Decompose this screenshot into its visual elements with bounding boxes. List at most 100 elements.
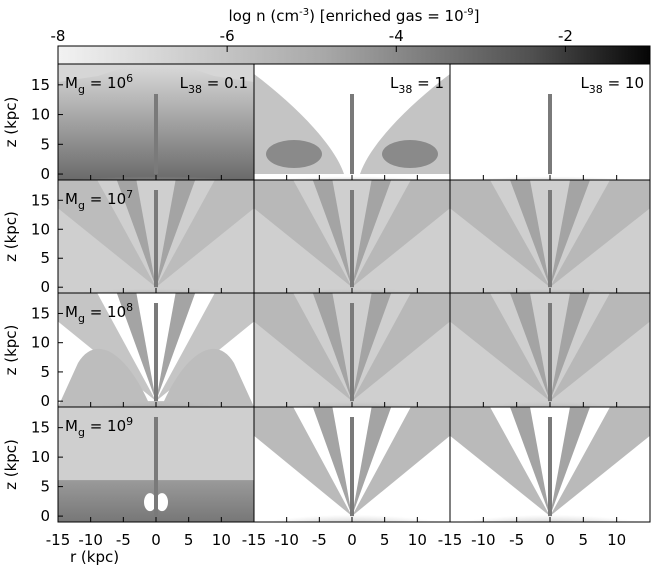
x-tick-label: 0 bbox=[347, 531, 357, 549]
central-jet bbox=[350, 417, 354, 517]
panel-grid: 0 5 10 15 Mg = 106 L38 = 0.1 L38 = 1 L38 = 10 0 5… bbox=[31, 63, 651, 525]
wind-cone-right bbox=[352, 180, 450, 288]
density-map bbox=[58, 64, 254, 180]
panel-r0-c0: 0 5 10 15 Mg = 106 L38 = 0.1 bbox=[31, 63, 255, 183]
y-tick-label: 5 bbox=[40, 478, 50, 496]
filament bbox=[352, 180, 392, 288]
central-jet bbox=[154, 303, 158, 402]
x-tick-label: 5 bbox=[380, 531, 390, 549]
filament bbox=[352, 293, 392, 402]
density-map bbox=[254, 180, 450, 293]
central-jet bbox=[350, 190, 354, 288]
panel-r2-c1 bbox=[253, 292, 451, 408]
wind-cone-left bbox=[450, 293, 550, 402]
y-tick-label: 10 bbox=[31, 334, 50, 352]
y-tick-label: 15 bbox=[31, 304, 50, 322]
row-label: Mg = 106 bbox=[65, 72, 133, 96]
x-tick-label: 5 bbox=[579, 531, 589, 549]
y-tick-label: 0 bbox=[40, 278, 50, 296]
y-tick-label: 0 bbox=[40, 392, 50, 410]
colorbar-tick-label: -4 bbox=[389, 27, 404, 45]
y-axis-label: z (kpc) bbox=[2, 325, 20, 376]
density-map bbox=[58, 180, 254, 293]
x-tick-label: -15 bbox=[242, 531, 267, 549]
panel-r1-c2 bbox=[449, 179, 651, 294]
colorbar-tick-label: -2 bbox=[558, 27, 573, 45]
x-tick-label: -5 bbox=[312, 531, 327, 549]
central-jet bbox=[154, 417, 158, 517]
density-map bbox=[254, 407, 450, 522]
panel-r2-c2 bbox=[449, 292, 651, 408]
shell-left bbox=[266, 140, 322, 169]
filament bbox=[156, 293, 196, 402]
wind-cone-left bbox=[450, 180, 550, 288]
x-tick-label: 10 bbox=[408, 531, 427, 549]
filament bbox=[510, 180, 550, 288]
x-tick-label: 10 bbox=[607, 531, 626, 549]
y-axis-label: z (kpc) bbox=[2, 97, 20, 148]
shell-right bbox=[382, 140, 438, 169]
density-map bbox=[58, 293, 254, 407]
filament bbox=[510, 293, 550, 402]
x-tick-label: -10 bbox=[471, 531, 496, 549]
cavity-right bbox=[156, 493, 168, 512]
density-map bbox=[254, 293, 450, 407]
y-tick-label: 5 bbox=[40, 135, 50, 153]
x-tick-label: -15 bbox=[46, 531, 71, 549]
x-tick-label: -10 bbox=[274, 531, 299, 549]
y-tick-label: 5 bbox=[40, 363, 50, 381]
column-label: L38 = 10 bbox=[580, 74, 644, 96]
column-label: L38 = 0.1 bbox=[180, 74, 248, 96]
density-map bbox=[450, 180, 650, 293]
colorbar-label: log n (cm-3) [enriched gas = 10-9] bbox=[229, 7, 480, 25]
y-tick-label: 15 bbox=[31, 419, 50, 437]
y-tick-label: 15 bbox=[31, 76, 50, 94]
y-tick-label: 15 bbox=[31, 191, 50, 209]
panel-r3-c0: 0 5 10 15 Mg = 109 bbox=[31, 406, 255, 525]
panel-r3-c2 bbox=[449, 406, 651, 523]
density-map bbox=[58, 407, 254, 522]
filament bbox=[550, 293, 590, 402]
wind-cone-right bbox=[550, 180, 650, 288]
y-tick-label: 10 bbox=[31, 106, 50, 124]
y-tick-label: 0 bbox=[40, 165, 50, 183]
filament bbox=[312, 180, 352, 288]
central-jet bbox=[548, 417, 552, 517]
central-jet bbox=[154, 94, 158, 175]
wind-cone-right bbox=[352, 293, 450, 402]
density-map bbox=[450, 64, 650, 180]
filament bbox=[156, 180, 196, 288]
wind-cone-left bbox=[254, 293, 352, 402]
x-tick-label: -10 bbox=[78, 531, 103, 549]
wind-cone-left bbox=[58, 180, 156, 288]
colorbar-tick-label: -8 bbox=[51, 27, 66, 45]
panel-r1-c1 bbox=[253, 179, 451, 294]
y-axis-label: z (kpc) bbox=[2, 439, 20, 490]
column-label: L38 = 1 bbox=[390, 74, 444, 96]
wind-cone-right bbox=[156, 180, 254, 288]
panel-r2-c0: 0 5 10 15 Mg = 108 bbox=[31, 292, 255, 410]
x-tick-label: -15 bbox=[438, 531, 463, 549]
wind-cone-left bbox=[254, 180, 352, 288]
x-tick-label: -5 bbox=[116, 531, 131, 549]
cavity-left bbox=[144, 493, 156, 512]
row-label: Mg = 107 bbox=[65, 188, 133, 212]
filament bbox=[312, 293, 352, 402]
density-map bbox=[254, 64, 450, 180]
density-map bbox=[450, 407, 650, 522]
central-jet bbox=[154, 190, 158, 288]
y-tick-label: 10 bbox=[31, 448, 50, 466]
panel-r0-c2: L38 = 10 bbox=[449, 63, 651, 181]
x-tick-label: 10 bbox=[212, 531, 231, 549]
filament bbox=[116, 293, 156, 402]
central-jet bbox=[548, 94, 552, 175]
panel-r3-c1 bbox=[253, 406, 451, 523]
y-axis-label: z (kpc) bbox=[2, 211, 20, 262]
row-label: Mg = 108 bbox=[65, 301, 133, 325]
colorbar-tick-label: -6 bbox=[220, 27, 235, 45]
x-axis-label: r (kpc) bbox=[70, 548, 119, 566]
central-jet bbox=[548, 190, 552, 288]
panel-r1-c0: 0 5 10 15 Mg = 107 bbox=[31, 179, 255, 296]
row-label: Mg = 109 bbox=[65, 415, 133, 439]
